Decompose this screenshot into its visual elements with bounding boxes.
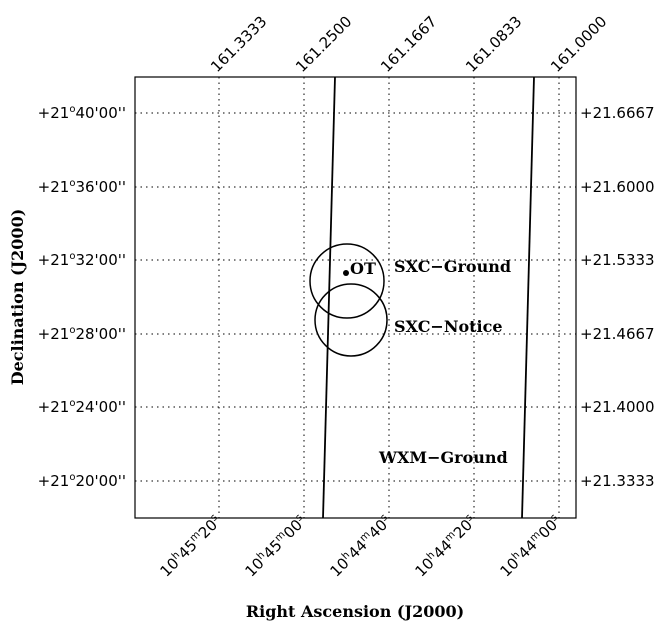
sxc-notice-label: SXC−Notice: [394, 317, 503, 336]
plot-frame: [134, 76, 577, 519]
sxc-ground-circle: [309, 243, 385, 319]
sxc-notice-circle: [314, 283, 388, 357]
dec-sexagesimal-labels: +21o40'00'' +21o36'00'' +21o32'00'' +21o…: [38, 104, 126, 490]
dec-degree-tick-label: +21.6000: [580, 178, 655, 196]
ra-degree-tick-label: 161.1667: [377, 12, 440, 75]
ra-grid-lines: [218, 77, 560, 518]
wxm-error-box-left-edge: [322, 76, 336, 519]
ra-hms-tick-label: 10h45m20s: [157, 512, 225, 580]
dec-dms-tick-label: +21o32'00'': [38, 251, 126, 269]
dec-dms-tick-label: +21o40'00'': [38, 104, 126, 122]
dec-dms-tick-label: +21o24'00'': [38, 398, 126, 416]
dec-degree-tick-label: +21.6667: [580, 104, 655, 122]
ot-marker: [343, 270, 349, 276]
ra-degree-labels: 161.3333 161.2500 161.1667 161.0833 161.…: [207, 12, 610, 75]
ra-sexagesimal-labels: 10h45m20s 10h45m00s 10h44m40s 10h44m20s …: [157, 512, 565, 580]
dec-degree-tick-label: +21.5333: [580, 251, 655, 269]
ra-degree-tick-label: 161.0000: [547, 12, 610, 75]
dec-degree-labels: +21.6667 +21.6000 +21.5333 +21.4667 +21.…: [580, 104, 655, 490]
ra-hms-tick-label: 10h44m40s: [327, 512, 395, 580]
ra-hms-tick-label: 10h44m00s: [497, 512, 565, 580]
x-axis-title: Right Ascension (J2000): [246, 602, 464, 621]
ot-label: OT: [350, 259, 376, 278]
ra-hms-tick-label: 10h45m00s: [242, 512, 310, 580]
wxm-ground-label: WXM−Ground: [378, 448, 508, 467]
dec-dms-tick-label: +21o36'00'': [38, 178, 126, 196]
ra-hms-tick-label: 10h44m20s: [412, 512, 480, 580]
ra-degree-tick-label: 161.3333: [207, 12, 270, 75]
ra-degree-tick-label: 161.2500: [292, 12, 355, 75]
dec-degree-tick-label: +21.4000: [580, 398, 655, 416]
ra-degree-tick-label: 161.0833: [462, 12, 525, 75]
sxc-ground-label: SXC−Ground: [394, 257, 511, 276]
dec-dms-tick-label: +21o28'00'': [38, 325, 126, 343]
y-axis-title: Declination (J2000): [8, 209, 27, 386]
dec-degree-tick-label: +21.4667: [580, 325, 655, 343]
dec-degree-tick-label: +21.3333: [580, 472, 655, 490]
dec-dms-tick-label: +21o20'00'': [38, 472, 126, 490]
dec-grid-lines: [135, 112, 576, 482]
wxm-error-box-right-edge: [521, 76, 535, 519]
